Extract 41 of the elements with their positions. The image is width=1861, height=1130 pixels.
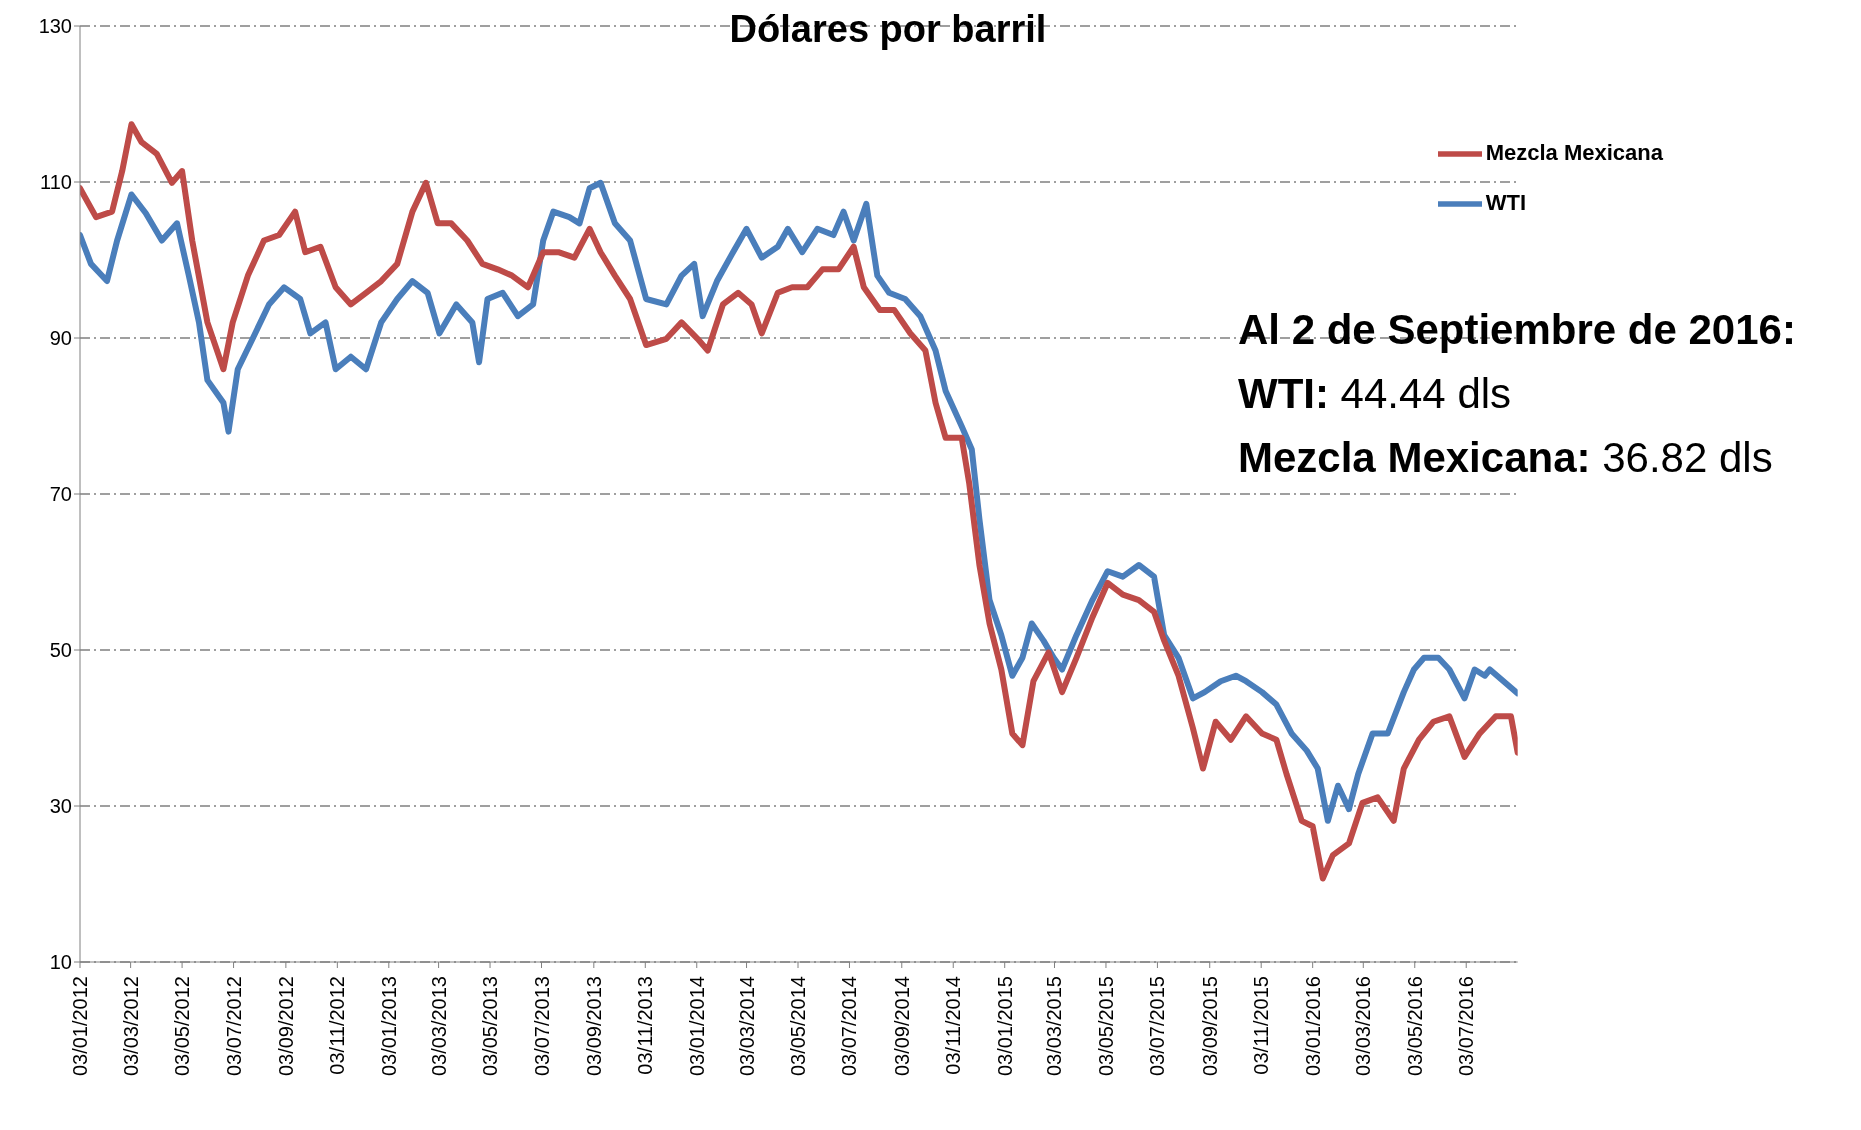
x-tick-label: 03/07/2014 (838, 976, 861, 1077)
x-tick-label: 03/05/2016 (1403, 976, 1426, 1077)
annotation: Al 2 de Septiembre de 2016: (1238, 306, 1796, 353)
y-tick-label: 50 (49, 639, 72, 662)
x-tick-label: 03/11/2014 (942, 976, 965, 1075)
legend-label: WTI (1485, 190, 1527, 215)
x-tick-label: 03/01/2014 (685, 976, 708, 1077)
x-tick-label: 03/01/2012 (69, 976, 91, 1077)
x-tick-label: 03/11/2012 (326, 976, 349, 1075)
x-tick-label: 03/05/2013 (479, 976, 502, 1077)
x-tick-label: 03/11/2013 (634, 976, 657, 1075)
x-tick-label: 03/07/2013 (530, 976, 553, 1077)
legend-label: Mezcla Mexicana (1485, 140, 1663, 165)
x-tick-label: 03/05/2015 (1094, 976, 1117, 1077)
x-tick-label: 03/09/2012 (274, 976, 297, 1077)
x-tick-label: 03/07/2015 (1146, 976, 1169, 1077)
x-tick-label: 03/09/2014 (890, 976, 913, 1077)
annotation: Mezcla Mexicana: 36.82 dls (1238, 434, 1773, 481)
x-tick-label: 03/03/2016 (1352, 976, 1375, 1077)
x-tick-label: 03/03/2013 (427, 976, 450, 1077)
y-tick-label: 90 (49, 327, 72, 350)
x-tick-label: 03/01/2015 (993, 976, 1016, 1077)
chart-title: Dólares por barril (729, 8, 1047, 50)
y-tick-label: 10 (49, 951, 72, 974)
y-tick-label: 30 (49, 795, 72, 818)
x-tick-label: 03/07/2012 (222, 976, 245, 1077)
x-tick-label: 03/09/2015 (1198, 976, 1221, 1077)
x-tick-label: 03/11/2015 (1250, 976, 1273, 1075)
x-tick-label: 03/03/2012 (119, 976, 142, 1077)
x-tick-label: 03/05/2014 (787, 976, 809, 1077)
y-tick-label: 70 (49, 483, 72, 506)
y-tick-label: 110 (40, 171, 72, 194)
x-tick-label: 03/03/2015 (1043, 976, 1066, 1077)
x-tick-label: 03/05/2012 (171, 976, 194, 1077)
x-tick-label: 03/01/2016 (1301, 976, 1324, 1077)
x-tick-label: 03/03/2014 (735, 976, 758, 1077)
x-tick-label: 03/09/2013 (582, 976, 605, 1077)
x-tick-label: 03/01/2013 (377, 976, 400, 1077)
annotation: WTI: 44.44 dls (1238, 370, 1512, 417)
y-tick-label: 130 (38, 15, 72, 38)
x-tick-label: 03/07/2016 (1455, 976, 1478, 1077)
